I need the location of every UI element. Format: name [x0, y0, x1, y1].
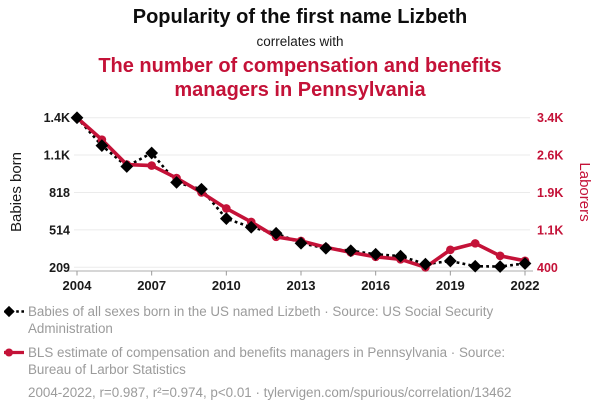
x-tick-label: 2019 — [436, 278, 465, 293]
secondary-title: The number of compensation and benefits … — [98, 55, 502, 101]
x-tick-label: 2013 — [287, 278, 316, 293]
y-tick-label-right: 1.9K — [537, 186, 563, 200]
x-tick-label: 2022 — [511, 278, 540, 293]
data-point-diamond — [170, 176, 183, 189]
x-tick-label: 2016 — [361, 278, 390, 293]
data-point-diamond — [493, 260, 507, 273]
data-point-circle — [446, 245, 455, 255]
y-tick-label-right: 400 — [537, 261, 558, 275]
data-point-circle — [495, 251, 505, 261]
chart-area: 2004 2007 2010 2013 2016 2019 2022 1.4K 1.1K 818 5… — [0, 104, 600, 300]
data-point-diamond — [394, 249, 407, 263]
legend-item-managers: BLS estimate of compensation and benefit… — [4, 344, 596, 378]
legend-label-managers: BLS estimate of compensation and benefit… — [28, 345, 506, 377]
data-point-diamond — [219, 212, 233, 226]
data-point-diamond — [369, 247, 383, 261]
data-point-circle — [470, 239, 480, 248]
y-tick-label-right: 1.1K — [537, 223, 563, 237]
left-axis-title: Babies born — [8, 152, 25, 232]
legend-label-babies: Babies of all sexes born in the US named… — [28, 304, 494, 336]
legend-item-babies: Babies of all sexes born in the US named… — [4, 303, 596, 337]
data-point-circle — [147, 161, 156, 170]
x-tick-label: 2010 — [212, 278, 241, 293]
data-point-diamond — [419, 257, 432, 271]
y-tick-label-left: 514 — [49, 223, 70, 237]
data-point-diamond — [443, 254, 457, 268]
data-point-diamond — [468, 259, 482, 273]
x-tick-label: 2007 — [137, 278, 166, 293]
data-point-diamond — [195, 182, 208, 196]
data-point-circle — [222, 204, 231, 213]
y-tick-label-right: 2.6K — [537, 149, 563, 163]
y-tick-label-left: 818 — [49, 186, 70, 200]
chart-svg: 2004 2007 2010 2013 2016 2019 2022 1.4K 1.1K 818 5… — [8, 111, 593, 293]
y-tick-label-left: 209 — [49, 261, 70, 275]
red-circle-solid-line-icon — [4, 348, 24, 357]
right-axis-title: Laborers — [576, 162, 593, 221]
data-point-diamond — [294, 236, 308, 250]
data-point-diamond — [244, 220, 258, 234]
y-tick-label-left: 1.1K — [44, 149, 70, 163]
black-diamond-dashed-line-icon — [4, 305, 24, 318]
data-point-diamond — [319, 241, 333, 255]
data-point-diamond — [95, 139, 109, 152]
correlates-with-label: correlates with — [256, 34, 344, 49]
y-tick-label-right: 3.4K — [537, 111, 563, 125]
page-title: Popularity of the first name Lizbeth — [132, 6, 468, 28]
y-tick-label-left: 1.4K — [44, 111, 70, 125]
data-point-diamond — [344, 244, 358, 258]
data-point-diamond — [269, 226, 283, 240]
x-tick-label: 2004 — [63, 278, 93, 293]
stats-footnote: 2004-2022, r=0.987, r²=0.974, p<0.01 · t… — [28, 385, 512, 400]
